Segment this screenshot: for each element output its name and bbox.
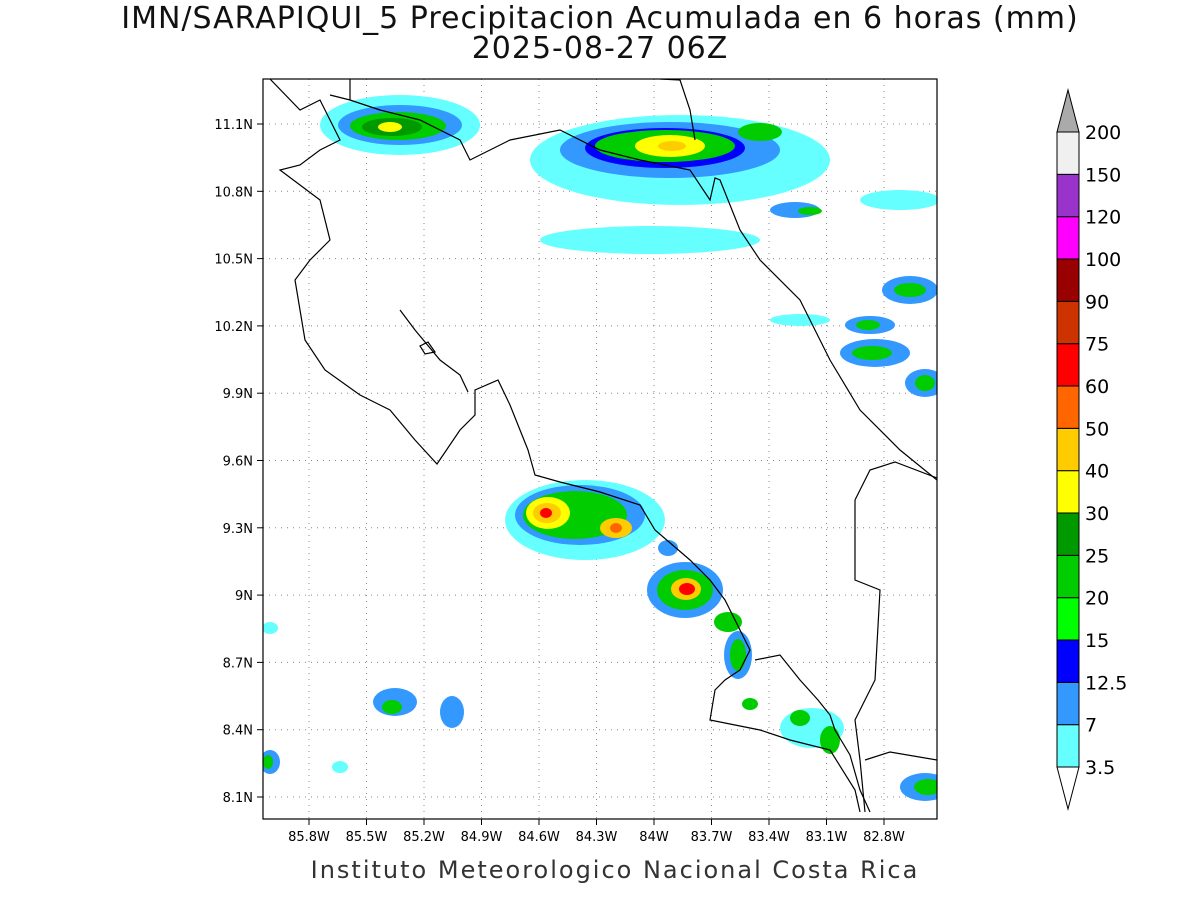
precip-cell-sw-5 (263, 755, 273, 769)
precip-cell-east-10 (770, 314, 830, 326)
lon-tick-label: 83.7W (691, 830, 733, 845)
colorbar-upper-arrow (1056, 88, 1080, 133)
colorbar-swatch (1056, 512, 1080, 556)
map-frame (262, 78, 938, 820)
lat-tick-label: 9N (235, 589, 253, 604)
colorbar-label: 200 (1085, 122, 1121, 144)
title-line-2: 2025-08-27 06Z (471, 31, 729, 66)
lat-tick-label: 10.5N (214, 253, 253, 268)
colorbar-label: 25 (1085, 545, 1109, 567)
colorbar-label: 100 (1085, 249, 1121, 271)
colorbar-label: 75 (1085, 334, 1109, 356)
coastlines (269, 79, 937, 813)
lon-tick-label: 85.2W (403, 830, 445, 845)
lon-tick-label: 84.6W (518, 830, 560, 845)
precip-cell-east-7 (852, 346, 892, 360)
precip-cell-east-3 (894, 283, 926, 297)
colorbar: 3.5 7 12.5 15 20 25 30 40 50 60 75 90 100 120 150 200 (1056, 88, 1127, 811)
precip-cell-osa (647, 540, 752, 679)
lon-tick-label: 85.8W (288, 830, 330, 845)
precip-cell-south-east-2 (914, 779, 937, 795)
colorbar-swatch (1056, 173, 1080, 218)
precip-cell-east-1 (860, 190, 937, 210)
colorbar-label: 90 (1085, 291, 1109, 313)
colorbar-label: 20 (1085, 588, 1109, 610)
colorbar-swatch (1056, 427, 1080, 472)
colorbar-swatch (1056, 724, 1080, 768)
colorbar-swatch (1056, 639, 1080, 683)
colorbar-label: 15 (1085, 630, 1109, 652)
colorbar-swatch (1056, 597, 1080, 641)
precip-cell-north-west (320, 95, 480, 155)
precip-cell-east-5 (856, 320, 880, 330)
precipitation-cells (263, 95, 937, 801)
lat-tick-label: 11.1N (214, 118, 253, 133)
precip-cell-sw-3 (440, 696, 464, 728)
lon-tick-label: 85.5W (346, 830, 388, 845)
precip-cell-south-3 (820, 726, 840, 754)
colorbar-label: 120 (1085, 207, 1121, 229)
lat-tick-label: 10.2N (214, 320, 253, 335)
credit-line: Instituto Meteorologico Nacional Costa R… (310, 856, 920, 884)
colorbar-swatch (1056, 470, 1080, 514)
colorbar-label: 3.5 (1085, 757, 1115, 779)
colorbar-label: 50 (1085, 418, 1109, 440)
colorbar-label: 40 (1085, 461, 1109, 483)
colorbar-swatch (1056, 554, 1080, 599)
lon-tick-label: 83.1W (806, 830, 848, 845)
colorbar-lower-arrow (1056, 766, 1080, 811)
lon-tick-label: 84W (639, 830, 669, 845)
colorbar-swatch (1056, 258, 1080, 302)
precip-cell-small-2 (798, 207, 822, 215)
precip-cell-south-2 (790, 710, 810, 726)
colorbar-label: 7 (1085, 715, 1097, 737)
colorbar-label: 12.5 (1085, 672, 1127, 694)
colorbar-label: 60 (1085, 376, 1109, 398)
lon-tick-label: 84.3W (576, 830, 618, 845)
precip-cell-south-4 (742, 698, 758, 710)
title-line-1: IMN/SARAPIQUI_5 Precipitacion Acumulada … (121, 1, 1079, 36)
lat-tick-label: 9.9N (223, 387, 253, 402)
lon-tick-label: 82.8W (863, 830, 905, 845)
lat-tick-label: 8.7N (223, 656, 253, 671)
colorbar-swatch (1056, 681, 1080, 726)
precip-cell-north-central (530, 115, 830, 205)
lon-tick-label: 84.9W (461, 830, 503, 845)
lat-tick-label: 9.6N (223, 455, 253, 470)
precip-band-10-6n (540, 226, 760, 254)
colorbar-swatch (1056, 300, 1080, 345)
precip-cell-east-9 (915, 375, 935, 391)
lat-tick-label: 8.1N (223, 791, 253, 806)
precip-cell-sw-7 (263, 622, 278, 634)
lat-tick-label: 9.3N (223, 522, 253, 537)
lat-tick-label: 8.4N (223, 724, 253, 739)
colorbar-swatch (1056, 385, 1080, 429)
colorbar-swatch (1056, 131, 1080, 175)
lat-tick-label: 10.8N (214, 185, 253, 200)
precip-cell-sw-2 (382, 700, 402, 714)
colorbar-label: 150 (1085, 164, 1121, 186)
precip-cell-sw-6 (332, 761, 348, 773)
precip-cell-central-pacific (505, 480, 665, 560)
colorbar-label: 30 (1085, 503, 1109, 525)
map-axes: 85.8W 85.5W 85.2W 84.9W 84.6W 84.3W 84W 83.7W 83… (214, 118, 905, 845)
map-plot-area (263, 79, 937, 819)
lon-tick-label: 83.4W (748, 830, 790, 845)
colorbar-swatch (1056, 343, 1080, 387)
colorbar-swatch (1056, 216, 1080, 260)
